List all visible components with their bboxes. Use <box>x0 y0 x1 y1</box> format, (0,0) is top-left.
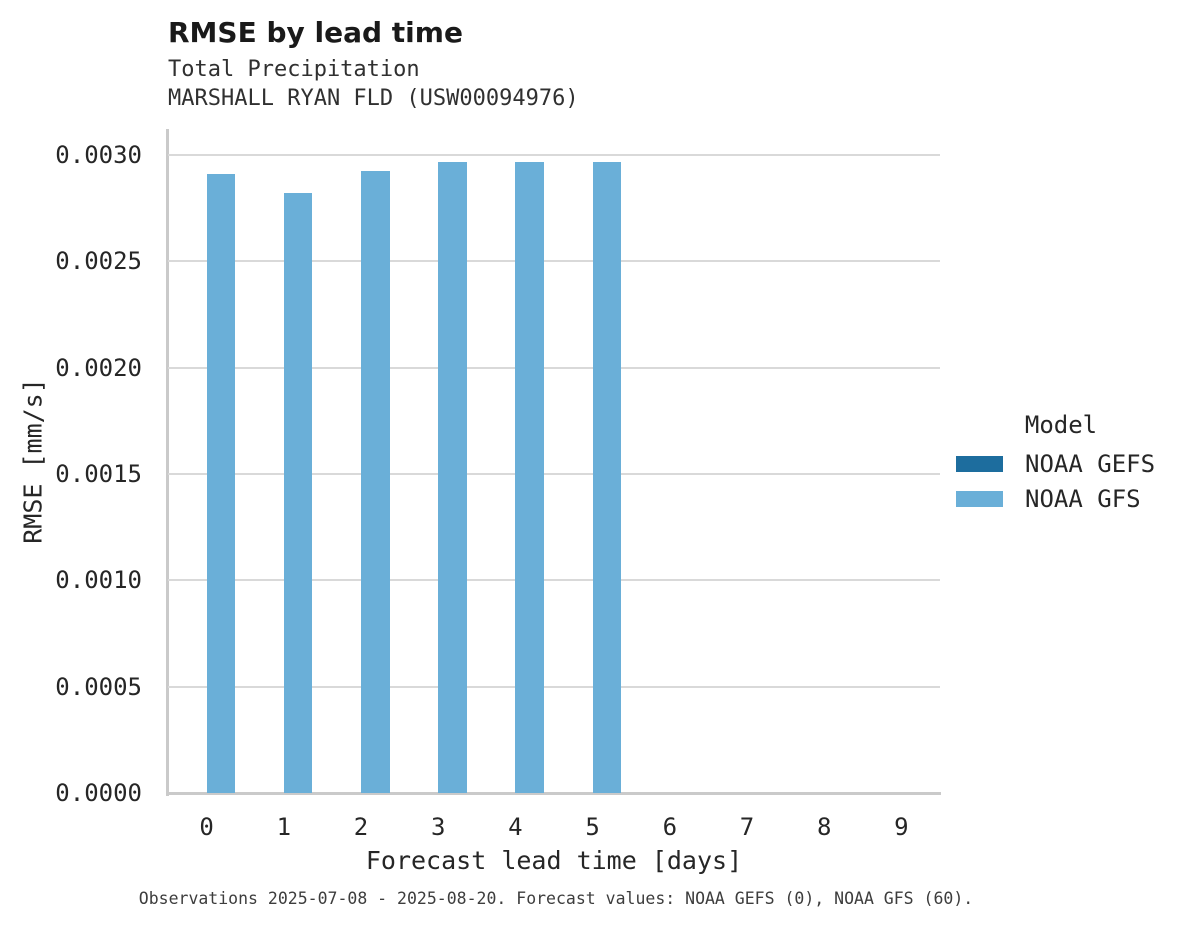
x-tick-label: 0 <box>199 813 214 841</box>
figure-caption: Observations 2025-07-08 - 2025-08-20. Fo… <box>138 889 974 908</box>
chart-subtitle: Total Precipitation MARSHALL RYAN FLD (US… <box>168 55 579 113</box>
x-tick-label: 3 <box>430 813 446 841</box>
bar-noaa-gfs-day-4 <box>515 162 544 793</box>
y-axis-spine <box>166 129 169 796</box>
gridline <box>168 579 940 582</box>
bar-noaa-gfs-day-1 <box>283 193 313 793</box>
x-tick-label: 1 <box>276 813 292 841</box>
x-tick-label: 4 <box>508 813 523 841</box>
gridline <box>168 472 940 475</box>
y-tick-label: 0.0005 <box>55 672 142 701</box>
gridline <box>168 153 940 156</box>
legend-swatch-noaa-gfs <box>956 490 1003 507</box>
legend: Model NOAA GEFS NOAA GFS <box>956 410 1166 516</box>
bar-noaa-gfs-day-3 <box>438 162 467 793</box>
legend-label-noaa-gfs: NOAA GFS <box>1025 484 1141 513</box>
y-tick-label: 0.0025 <box>55 247 142 276</box>
x-axis-label: Forecast lead time [days] <box>365 846 743 875</box>
bar-noaa-gfs-day-2 <box>361 170 390 793</box>
legend-swatch-noaa-gefs <box>956 455 1003 472</box>
x-axis-spine <box>166 791 941 795</box>
x-tick-label: 5 <box>585 813 600 841</box>
gridline <box>168 366 940 369</box>
y-tick-label: 0.0030 <box>55 140 142 169</box>
legend-entry-noaa-gefs: NOAA GEFS <box>956 446 1166 481</box>
gridline <box>168 685 940 688</box>
subtitle-variable: Total Precipitation <box>168 57 420 82</box>
chart-title: RMSE by lead time <box>168 16 463 49</box>
legend-title: Model <box>1024 411 1098 439</box>
x-tick-label: 6 <box>662 813 678 841</box>
legend-entry-noaa-gfs: NOAA GFS <box>956 481 1166 516</box>
bar-noaa-gfs-day-0 <box>206 174 236 793</box>
y-tick-label: 0.0010 <box>55 566 142 595</box>
legend-label-noaa-gefs: NOAA GEFS <box>1025 449 1156 478</box>
subtitle-station: MARSHALL RYAN FLD (USW00094976) <box>168 86 579 111</box>
y-tick-label: 0.0000 <box>55 779 142 807</box>
gridline <box>168 260 940 263</box>
y-tick-label: 0.0020 <box>55 353 142 382</box>
x-tick-label: 7 <box>739 813 755 841</box>
x-tick-label: 9 <box>894 813 909 841</box>
bar-noaa-gfs-day-5 <box>592 162 622 793</box>
x-tick-label: 2 <box>353 813 369 841</box>
y-tick-label: 0.0015 <box>55 459 142 488</box>
x-tick-label: 8 <box>816 813 832 841</box>
